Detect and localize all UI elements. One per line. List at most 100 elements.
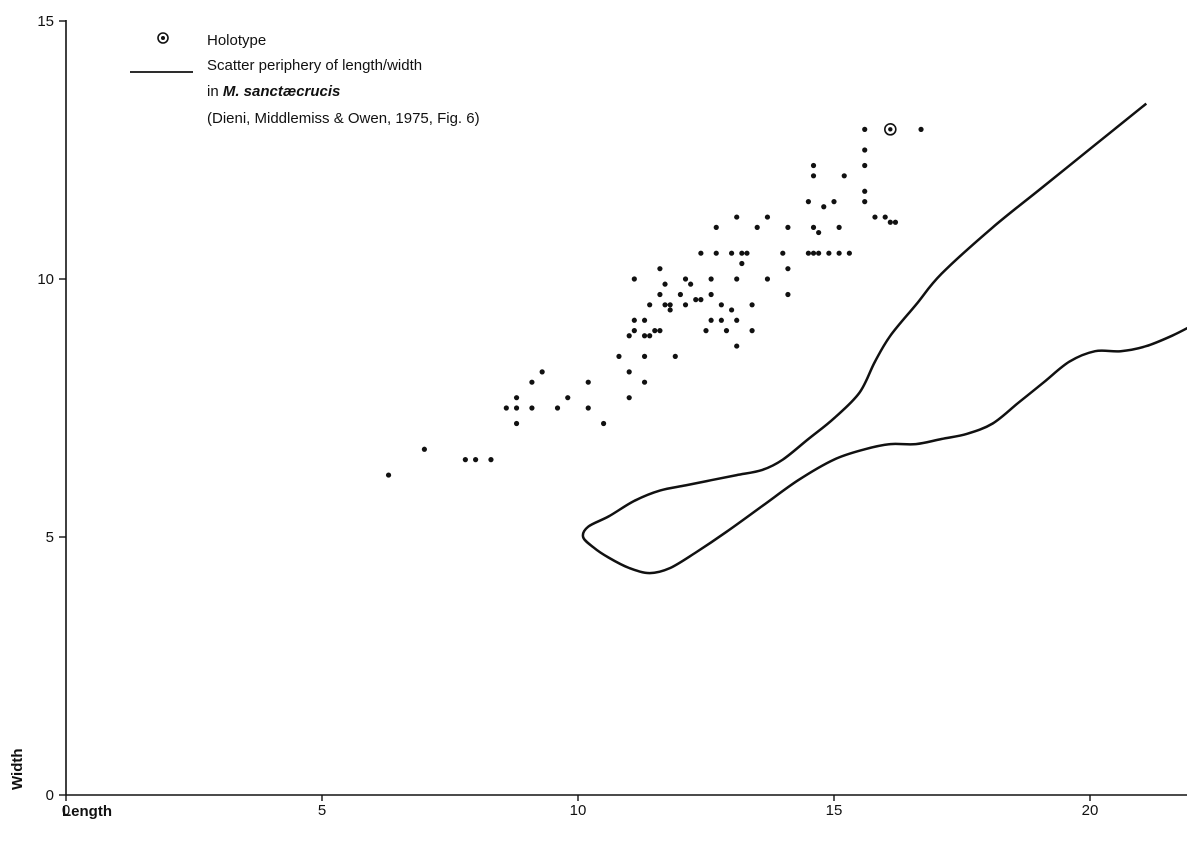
data-point xyxy=(616,353,622,359)
data-point xyxy=(744,250,750,256)
data-point xyxy=(749,302,755,308)
data-point xyxy=(892,219,899,225)
data-point xyxy=(729,307,735,313)
data-point xyxy=(754,224,760,230)
data-point xyxy=(677,291,684,298)
data-point xyxy=(698,250,704,256)
x-tick-label: 20 xyxy=(1082,802,1099,819)
data-point xyxy=(631,328,637,334)
data-point xyxy=(647,302,653,308)
data-point xyxy=(785,291,791,298)
data-point xyxy=(672,353,678,359)
data-point xyxy=(785,224,791,230)
data-point xyxy=(887,219,893,225)
data-point xyxy=(734,214,740,220)
data-point xyxy=(836,224,842,230)
data-point xyxy=(734,276,740,282)
data-point xyxy=(513,405,520,411)
data-point xyxy=(703,328,709,334)
data-point xyxy=(682,302,689,308)
y-tick-label: 15 xyxy=(37,13,54,30)
data-point xyxy=(729,250,735,256)
axis-tick-labels: 0 5 10 15 20 0 5 10 15 xyxy=(37,13,1098,819)
data-point xyxy=(862,147,868,153)
data-point xyxy=(862,126,868,132)
data-point xyxy=(810,250,817,256)
data-point xyxy=(488,457,494,463)
data-point xyxy=(693,297,699,303)
data-point xyxy=(734,343,740,349)
data-point xyxy=(872,214,878,220)
legend-periphery-line2: in M. sanctæcrucis xyxy=(207,83,340,100)
x-axis-title: Length xyxy=(62,803,112,820)
data-point xyxy=(831,199,837,205)
data-point xyxy=(805,199,812,205)
y-tick-label: 0 xyxy=(46,787,54,804)
data-point xyxy=(529,379,535,385)
data-point xyxy=(667,307,673,313)
data-point xyxy=(641,353,648,359)
data-point xyxy=(836,250,842,256)
data-point xyxy=(626,369,632,375)
data-point xyxy=(846,250,852,256)
holotype-point xyxy=(884,123,897,136)
data-points xyxy=(385,126,924,478)
data-point xyxy=(529,405,535,411)
data-point xyxy=(539,369,545,375)
legend: Holotype Scatter periphery of length/wid… xyxy=(130,32,480,127)
data-point xyxy=(688,281,694,287)
data-point xyxy=(667,302,673,308)
data-point xyxy=(862,188,868,194)
data-point xyxy=(652,328,658,334)
data-point xyxy=(698,297,704,303)
data-point xyxy=(585,405,591,411)
data-point xyxy=(918,126,924,132)
data-point xyxy=(723,328,730,334)
data-point xyxy=(708,291,714,298)
y-tick-label: 5 xyxy=(46,529,54,546)
data-point xyxy=(554,405,561,411)
scatter-periphery-curve xyxy=(581,102,1187,575)
legend-holotype-label: Holotype xyxy=(207,32,266,49)
data-point xyxy=(862,199,868,205)
legend-periphery-line3: (Dieni, Middlemiss & Owen, 1975, Fig. 6) xyxy=(207,110,480,127)
data-point xyxy=(708,276,714,282)
data-point xyxy=(780,250,786,256)
data-point xyxy=(816,229,822,236)
data-point xyxy=(739,250,745,256)
axis-ticks xyxy=(59,20,1091,801)
legend-holotype-ring xyxy=(157,32,169,44)
data-point xyxy=(647,333,653,339)
x-tick-label: 5 xyxy=(318,802,326,819)
data-point xyxy=(641,379,648,385)
data-point xyxy=(462,457,468,463)
data-point xyxy=(862,162,868,169)
data-point xyxy=(708,317,714,323)
legend-species-name: M. sanctæcrucis xyxy=(223,83,341,100)
data-point xyxy=(821,204,827,210)
data-point xyxy=(810,162,817,169)
data-point xyxy=(816,250,822,256)
y-axis-title: Width xyxy=(9,748,26,790)
data-point xyxy=(739,260,745,267)
data-point xyxy=(657,328,663,334)
data-point xyxy=(805,250,812,256)
holotype-marker-group xyxy=(884,123,897,136)
data-point xyxy=(749,328,755,334)
data-point xyxy=(641,333,648,339)
data-point xyxy=(662,302,668,308)
data-point xyxy=(713,250,719,256)
data-point xyxy=(718,317,724,323)
data-point xyxy=(713,224,719,230)
data-point xyxy=(513,395,520,401)
data-point xyxy=(682,276,689,282)
data-point xyxy=(631,276,637,282)
data-point xyxy=(810,224,817,230)
data-point xyxy=(718,302,724,308)
data-point xyxy=(826,250,832,256)
data-point xyxy=(421,446,427,452)
data-point xyxy=(764,214,771,220)
data-point xyxy=(631,317,637,323)
data-point xyxy=(657,266,663,272)
